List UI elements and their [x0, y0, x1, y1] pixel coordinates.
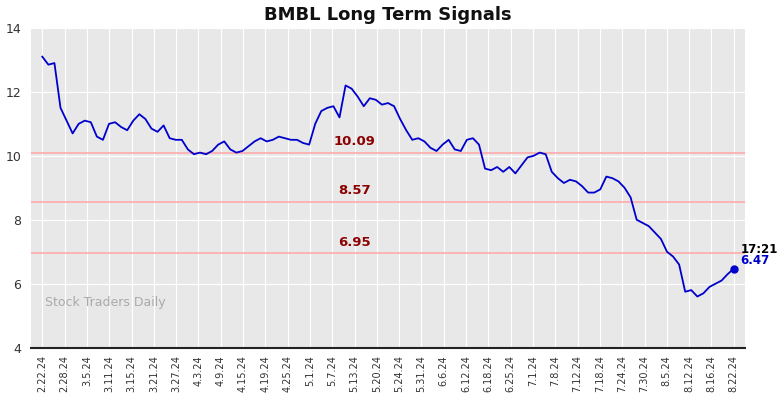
Text: 17:21: 17:21 [740, 243, 778, 256]
Title: BMBL Long Term Signals: BMBL Long Term Signals [264, 6, 512, 23]
Text: 10.09: 10.09 [334, 135, 376, 148]
Text: 6.95: 6.95 [338, 236, 371, 248]
Text: 8.57: 8.57 [338, 184, 371, 197]
Text: 6.47: 6.47 [740, 254, 770, 267]
Text: Stock Traders Daily: Stock Traders Daily [45, 296, 166, 309]
